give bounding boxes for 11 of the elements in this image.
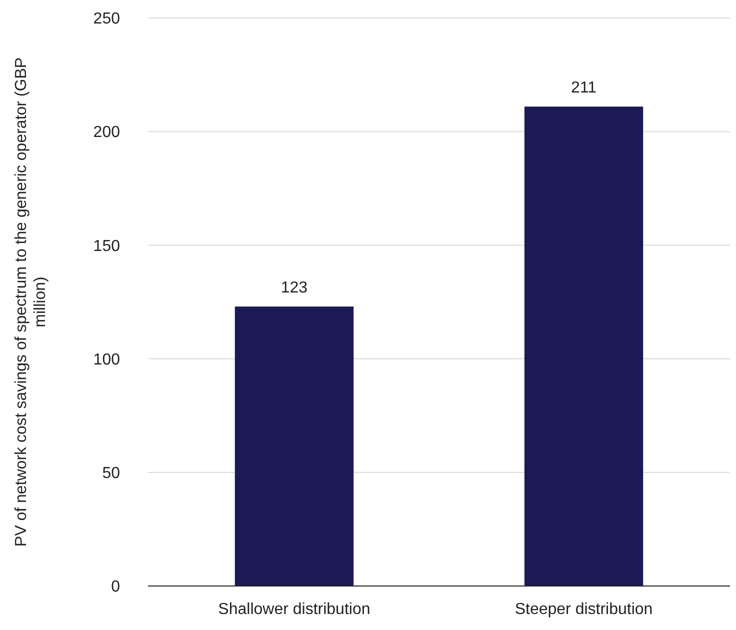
y-tick-label: 150 (93, 238, 120, 255)
data-label: 123 (280, 280, 308, 297)
data-label: 211 (571, 80, 597, 97)
y-tick-label: 250 (93, 10, 120, 28)
y-tick-label: 200 (93, 124, 120, 142)
y-tick-label: 50 (102, 465, 120, 482)
x-tick-label: Steeper distribution (514, 601, 653, 618)
y-tick-label: 100 (93, 351, 120, 368)
y-axis-title: PV of network cost savings of spectrum to the generic operator (GBP million) (13, 57, 50, 547)
x-tick-label: Shallower distribution (218, 601, 370, 618)
y-tick-label: 0 (111, 578, 120, 596)
